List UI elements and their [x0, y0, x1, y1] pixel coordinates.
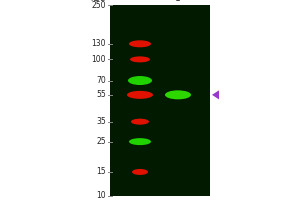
Polygon shape [212, 90, 219, 99]
Text: 25: 25 [96, 137, 106, 146]
Text: 250: 250 [92, 0, 106, 9]
Text: 100: 100 [92, 55, 106, 64]
Ellipse shape [130, 56, 150, 62]
Text: 55: 55 [96, 90, 106, 99]
Bar [110, 5, 210, 196]
Ellipse shape [129, 138, 151, 145]
Text: 10: 10 [96, 192, 106, 200]
Ellipse shape [165, 90, 191, 99]
Text: 1: 1 [175, 0, 181, 3]
Text: 15: 15 [96, 167, 106, 176]
Ellipse shape [127, 91, 153, 99]
Ellipse shape [131, 119, 149, 125]
Ellipse shape [132, 169, 148, 175]
Text: 70: 70 [96, 76, 106, 85]
Ellipse shape [128, 76, 152, 85]
Text: kDa: kDa [90, 0, 105, 3]
Text: 35: 35 [96, 117, 106, 126]
Text: 130: 130 [92, 39, 106, 48]
Ellipse shape [129, 40, 151, 47]
